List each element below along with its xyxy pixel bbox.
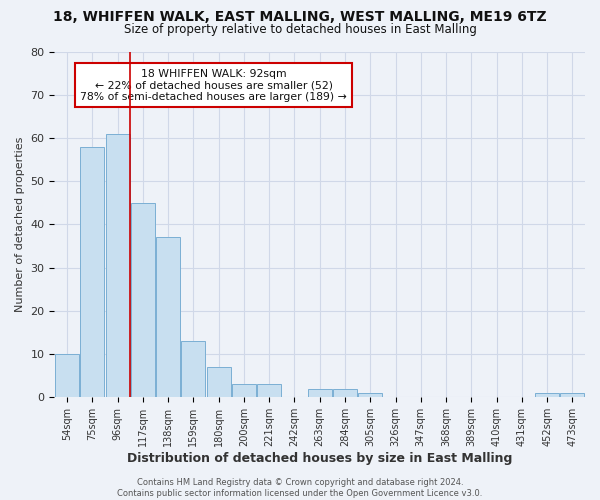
- Text: 18, WHIFFEN WALK, EAST MALLING, WEST MALLING, ME19 6TZ: 18, WHIFFEN WALK, EAST MALLING, WEST MAL…: [53, 10, 547, 24]
- Bar: [535, 393, 559, 398]
- Y-axis label: Number of detached properties: Number of detached properties: [15, 136, 25, 312]
- Text: Size of property relative to detached houses in East Malling: Size of property relative to detached ho…: [124, 22, 476, 36]
- Bar: [55, 354, 79, 398]
- Bar: [181, 341, 205, 398]
- X-axis label: Distribution of detached houses by size in East Malling: Distribution of detached houses by size …: [127, 452, 512, 465]
- Bar: [131, 203, 155, 398]
- Bar: [560, 393, 584, 398]
- Bar: [80, 146, 104, 398]
- Bar: [257, 384, 281, 398]
- Text: 18 WHIFFEN WALK: 92sqm
← 22% of detached houses are smaller (52)
78% of semi-det: 18 WHIFFEN WALK: 92sqm ← 22% of detached…: [80, 69, 347, 102]
- Bar: [206, 367, 230, 398]
- Bar: [308, 388, 332, 398]
- Bar: [156, 238, 180, 398]
- Bar: [106, 134, 130, 398]
- Text: Contains HM Land Registry data © Crown copyright and database right 2024.
Contai: Contains HM Land Registry data © Crown c…: [118, 478, 482, 498]
- Bar: [358, 393, 382, 398]
- Bar: [232, 384, 256, 398]
- Bar: [333, 388, 357, 398]
